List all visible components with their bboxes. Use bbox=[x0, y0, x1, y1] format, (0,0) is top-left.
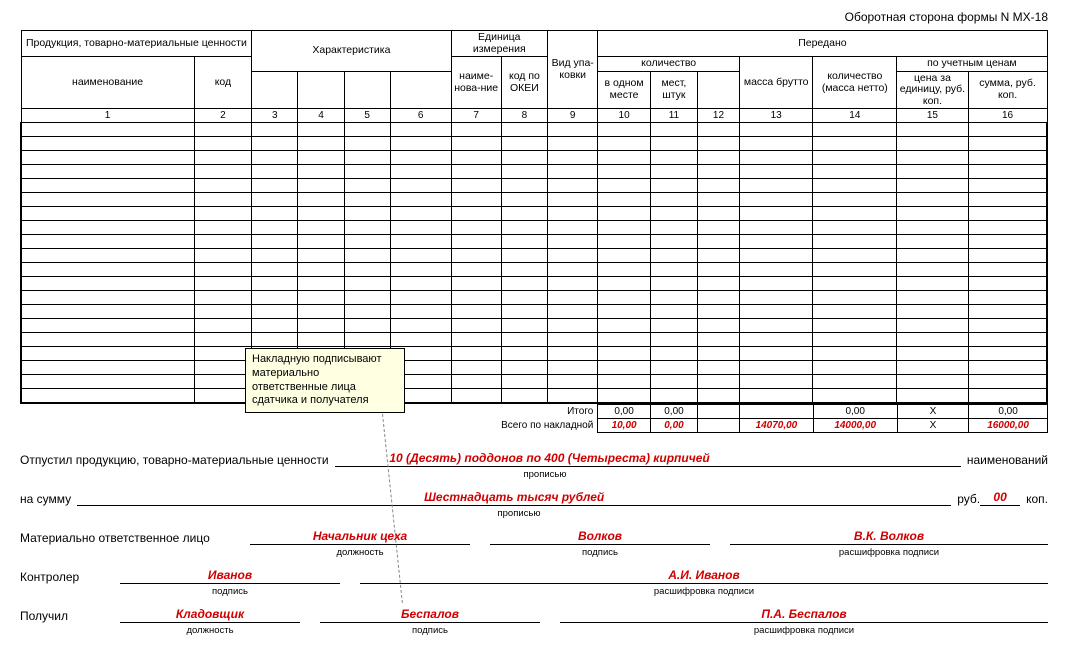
th-char: Характеристика bbox=[252, 31, 451, 72]
vsego-cell: 10,00 bbox=[598, 418, 651, 432]
sub-signature-2: подпись bbox=[120, 586, 340, 597]
released-trail: наименований bbox=[961, 453, 1048, 467]
th-product: Продукция, товарно-материальные ценности bbox=[21, 31, 252, 57]
col-num: 6 bbox=[390, 109, 451, 123]
controller-signature: Иванов bbox=[120, 568, 340, 584]
itogo-cell: 0,00 bbox=[813, 404, 897, 418]
sum-kop-value: 00 bbox=[980, 490, 1020, 506]
col-num: 2 bbox=[194, 109, 252, 123]
th-oneplace: в одном месте bbox=[598, 71, 650, 109]
itogo-cell bbox=[740, 404, 814, 418]
sub-signature: подпись bbox=[490, 547, 710, 558]
sum-rub: руб. bbox=[951, 492, 980, 506]
mol-position: Начальник цеха bbox=[250, 529, 470, 545]
col-num: 14 bbox=[813, 109, 897, 123]
sub-position: должность bbox=[250, 547, 470, 558]
controller-label: Контролер bbox=[20, 570, 100, 584]
col-num: 10 bbox=[598, 109, 650, 123]
released-value: 10 (Десять) поддонов по 400 (Четыреста) … bbox=[335, 451, 765, 467]
sub-propis-2: прописью bbox=[80, 508, 958, 519]
sub-propis: прописью bbox=[330, 469, 760, 480]
col-num: 16 bbox=[968, 109, 1047, 123]
itogo-cell: 0,00 bbox=[650, 404, 697, 418]
col-num: 4 bbox=[298, 109, 344, 123]
th-name: наименование bbox=[21, 57, 194, 109]
col-num: 12 bbox=[698, 109, 740, 123]
vsego-label: Всего по накладной bbox=[20, 418, 598, 432]
tooltip-note: Накладную подписывают материально ответс… bbox=[245, 348, 405, 413]
mol-fullname: В.К. Волков bbox=[730, 529, 1048, 545]
received-signature: Беспалов bbox=[320, 607, 540, 623]
received-position: Кладовщик bbox=[120, 607, 300, 623]
sum-label: на сумму bbox=[20, 492, 77, 506]
th-places: мест, штук bbox=[650, 71, 697, 109]
col-num: 15 bbox=[897, 109, 968, 123]
vsego-cell: 0,00 bbox=[650, 418, 697, 432]
th-mass-gross: масса брутто bbox=[739, 57, 812, 109]
th-qty: количество bbox=[598, 57, 740, 72]
th-char-1 bbox=[252, 71, 298, 109]
received-label: Получил bbox=[20, 609, 100, 623]
th-sum: сумма, руб. коп. bbox=[968, 71, 1047, 109]
th-char-3 bbox=[344, 71, 390, 109]
th-acct: по учетным ценам bbox=[897, 57, 1047, 72]
th-char-2 bbox=[298, 71, 344, 109]
th-unit: Единица измерения bbox=[451, 31, 548, 57]
controller-fullname: А.И. Иванов bbox=[360, 568, 1048, 584]
th-okei: код по ОКЕИ bbox=[501, 57, 547, 109]
col-num: 8 bbox=[501, 109, 547, 123]
totals-table: Итого 0,00 0,00 0,00 X 0,00 Всего по нак… bbox=[20, 404, 1048, 433]
itogo-cell: X bbox=[897, 404, 968, 418]
sub-fullname: расшифровка подписи bbox=[730, 547, 1048, 558]
th-qty-blank bbox=[698, 71, 740, 109]
form-note: Оборотная сторона формы N МХ-18 bbox=[20, 10, 1048, 24]
vsego-cell: X bbox=[897, 418, 968, 432]
th-transfer: Передано bbox=[598, 31, 1047, 57]
vsego-cell: 16000,00 bbox=[969, 418, 1048, 432]
th-qty-net: количество (масса нетто) bbox=[813, 57, 897, 109]
signature-section: Отпустил продукцию, товарно-материальные… bbox=[20, 451, 1048, 636]
form-table: Продукция, товарно-материальные ценности… bbox=[20, 30, 1048, 404]
vsego-cell: 14000,00 bbox=[813, 418, 897, 432]
mol-label: Материально ответственное лицо bbox=[20, 531, 230, 545]
sub-position-2: должность bbox=[120, 625, 300, 636]
th-price: цена за единицу, руб. коп. bbox=[897, 71, 968, 109]
sum-kop: коп. bbox=[1020, 492, 1048, 506]
th-pack: Вид упа-ковки bbox=[548, 31, 598, 109]
itogo-cell bbox=[698, 404, 740, 418]
col-num: 1 bbox=[21, 109, 194, 123]
vsego-cell bbox=[698, 418, 740, 432]
col-num: 5 bbox=[344, 109, 390, 123]
th-code: код bbox=[194, 57, 252, 109]
released-label: Отпустил продукцию, товарно-материальные… bbox=[20, 453, 335, 467]
sub-fullname-3: расшифровка подписи bbox=[560, 625, 1048, 636]
received-fullname: П.А. Беспалов bbox=[560, 607, 1048, 623]
col-num: 7 bbox=[451, 109, 501, 123]
itogo-cell: 0,00 bbox=[969, 404, 1048, 418]
th-unit-name: наиме-нова-ние bbox=[451, 57, 501, 109]
col-num: 9 bbox=[548, 109, 598, 123]
col-num: 11 bbox=[650, 109, 697, 123]
col-num: 3 bbox=[252, 109, 298, 123]
mol-signature: Волков bbox=[490, 529, 710, 545]
sub-fullname-2: расшифровка подписи bbox=[360, 586, 1048, 597]
th-char-4 bbox=[390, 71, 451, 109]
col-num: 13 bbox=[739, 109, 812, 123]
vsego-cell: 14070,00 bbox=[740, 418, 814, 432]
itogo-cell: 0,00 bbox=[598, 404, 651, 418]
sub-signature-3: подпись bbox=[320, 625, 540, 636]
sum-value: Шестнадцать тысяч рублей bbox=[77, 490, 951, 506]
